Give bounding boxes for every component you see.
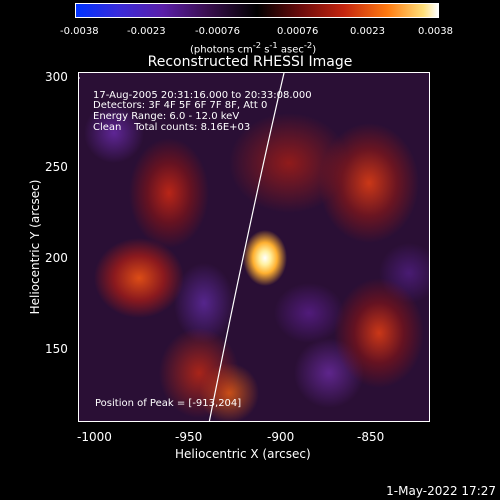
image-title: Reconstructed RHESSI Image: [147, 54, 353, 70]
annotation-peak: Position of Peak = [-913,204]: [95, 398, 242, 409]
colorbar-tick: 0.0023: [350, 26, 385, 37]
x-tick-label: -1000: [77, 430, 112, 444]
colorbar: [75, 3, 439, 18]
y-tick-label: 150: [45, 342, 68, 356]
x-axis-title: Heliocentric X (arcsec): [175, 447, 311, 461]
x-tick-label: -850: [357, 430, 385, 444]
y-tick-label: 200: [45, 251, 68, 265]
y-tick-label: 300: [45, 70, 68, 84]
annotation-detectors: Detectors: 3F 4F 5F 6F 7F 8F, Att 0: [93, 100, 268, 111]
annotation-time: 17-Aug-2005 20:31:16.000 to 20:33:08.000: [93, 90, 312, 101]
colorbar-tick: -0.00076: [195, 26, 240, 37]
y-axis-title: Heliocentric Y (arcsec): [28, 179, 42, 315]
colorbar-tick: -0.0023: [127, 26, 166, 37]
limb-line: [208, 73, 285, 421]
colorbar-units: (photons cm-2 s-1 asec-2): [190, 40, 317, 56]
colorbar-tick: -0.0038: [60, 26, 99, 37]
annotation-energy: Energy Range: 6.0 - 12.0 keV: [93, 111, 240, 122]
annotation-counts: Clean Total counts: 8.16E+03: [93, 122, 251, 133]
x-tick-label: -900: [267, 430, 295, 444]
y-axis-ticks: [78, 77, 80, 79]
timestamp: 1-May-2022 17:27: [386, 484, 496, 498]
rhessi-image: 17-Aug-2005 20:31:16.000 to 20:33:08.000…: [78, 72, 430, 422]
x-tick-label: -950: [175, 430, 203, 444]
colorbar-tick: 0.00076: [277, 26, 319, 37]
colorbar-tick: 0.0038: [418, 26, 453, 37]
y-tick-label: 250: [45, 160, 68, 174]
